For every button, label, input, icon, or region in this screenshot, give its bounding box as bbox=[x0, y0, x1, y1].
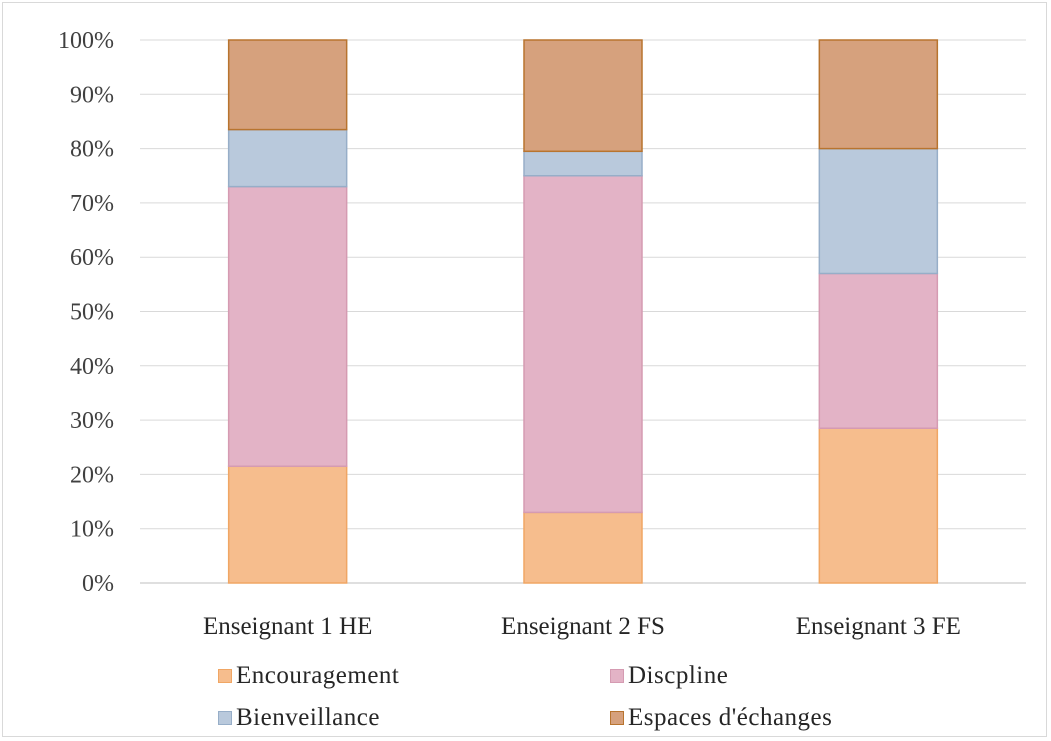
y-tick-label: 0% bbox=[82, 571, 114, 597]
y-tick-label: 20% bbox=[70, 462, 114, 488]
x-category-label: Enseignant 3 FE bbox=[796, 613, 961, 640]
legend-item-bienveillance: Bienveillance bbox=[218, 704, 380, 732]
bar-segment-bienveillance bbox=[523, 150, 643, 177]
y-tick-label: 10% bbox=[70, 517, 114, 543]
legend-swatch-bienveillance bbox=[218, 711, 232, 725]
bar-segment-encouragement bbox=[523, 511, 643, 584]
legend-item-discpline: Discpline bbox=[610, 662, 728, 690]
legend-label-bienveillance: Bienveillance bbox=[236, 704, 380, 731]
y-tick-label: 100% bbox=[58, 28, 114, 54]
y-tick-label: 90% bbox=[70, 82, 114, 108]
y-tick-label: 70% bbox=[70, 191, 114, 217]
legend-swatch-espaces-dechanges bbox=[610, 711, 624, 725]
bar-segment-espaces-d-changes bbox=[523, 39, 643, 153]
y-tick-label: 30% bbox=[70, 408, 114, 434]
legend-label-encouragement: Encouragement bbox=[236, 662, 400, 689]
bar-segment-espaces-d-changes bbox=[818, 39, 939, 150]
x-category-label: Enseignant 2 FS bbox=[501, 613, 665, 640]
x-category-label: Enseignant 1 HE bbox=[203, 613, 372, 640]
bar-segment-discpline bbox=[818, 272, 939, 429]
legend-item-encouragement: Encouragement bbox=[218, 662, 399, 690]
legend: Encouragement Discpline Bienveillance Es… bbox=[0, 660, 1051, 740]
bar-segment-discpline bbox=[523, 175, 643, 514]
y-tick-label: 80% bbox=[70, 137, 114, 163]
stacked-bar-chart: 0% 10% 20% 30% 40% 50% 60% 70% 80% 90% 100% Enseign… bbox=[58, 28, 1026, 640]
y-tick-label: 50% bbox=[70, 300, 114, 326]
bar-segment-bienveillance bbox=[227, 128, 348, 188]
bar-segment-encouragement bbox=[227, 465, 348, 584]
legend-item-espaces-dechanges: Espaces d'échanges bbox=[610, 704, 832, 732]
bar-segment-espaces-d-changes bbox=[227, 39, 348, 131]
legend-label-espaces-dechanges: Espaces d'échanges bbox=[628, 704, 833, 731]
legend-swatch-discpline bbox=[610, 669, 624, 683]
legend-label-discpline: Discpline bbox=[628, 662, 729, 689]
y-tick-label: 60% bbox=[70, 245, 114, 271]
bar-segment-discpline bbox=[227, 185, 348, 468]
legend-swatch-encouragement bbox=[218, 669, 232, 683]
bar-segment-bienveillance bbox=[818, 147, 939, 275]
bar-segment-encouragement bbox=[818, 427, 939, 584]
y-tick-label: 40% bbox=[70, 354, 114, 380]
